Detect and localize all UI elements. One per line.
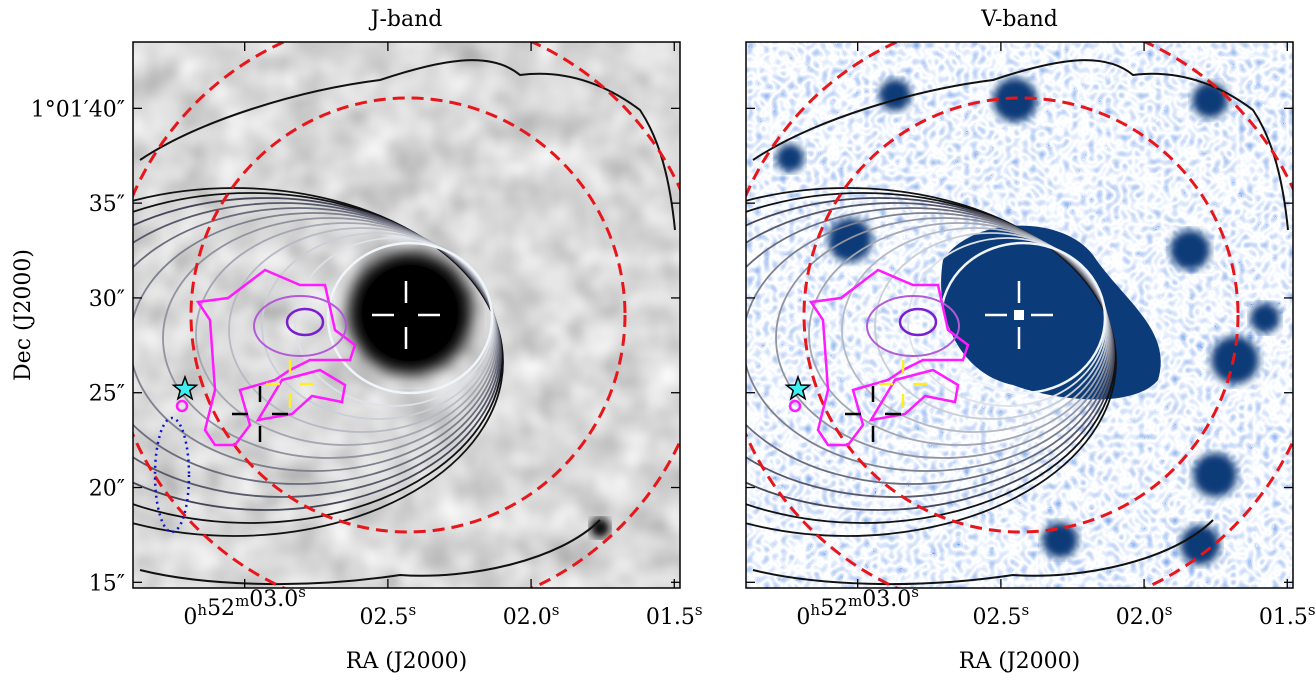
- y-tick-label: 20″: [89, 477, 125, 502]
- x-axis-label: RA (J2000): [346, 649, 467, 674]
- contour: [808, 222, 1110, 446]
- contour: [261, 232, 495, 420]
- contour: [228, 227, 496, 433]
- image: [746, 42, 1293, 588]
- y-tick-label: 30″: [89, 287, 125, 312]
- contour: [746, 192, 1116, 524]
- contour: [133, 212, 499, 472]
- aperture: [189, 96, 627, 534]
- x-tick-label: 0h52m03.0s: [796, 583, 919, 630]
- source: [590, 518, 610, 538]
- contour: [746, 212, 1112, 472]
- contour: [195, 222, 497, 446]
- y-tick-label: 15″: [89, 571, 125, 596]
- source: [1042, 522, 1078, 558]
- source: [879, 79, 911, 111]
- galaxy-core: [362, 265, 458, 361]
- x-tick-label: 01.5s: [646, 601, 703, 630]
- x-tick-label: 02.0s: [1116, 601, 1173, 630]
- contour-magenta: [808, 268, 970, 447]
- star-marker: [171, 374, 199, 401]
- source: [1192, 82, 1228, 118]
- crosshair: [1014, 310, 1024, 320]
- contour-magenta: [788, 399, 802, 413]
- source: [1180, 525, 1220, 565]
- contour: [133, 192, 503, 524]
- contour: [133, 187, 504, 537]
- plot-frame: [132, 41, 681, 589]
- contour: [746, 207, 1113, 485]
- contour: [133, 197, 502, 511]
- panel: J-band RA (J2000) Dec (J2000) 0h52m03.0s 02.…: [11, 7, 703, 674]
- contour-purple: [253, 295, 347, 357]
- region: [153, 416, 191, 534]
- contour-purple: [285, 307, 325, 337]
- x-axis-label: RA (J2000): [959, 649, 1080, 674]
- contour: [162, 217, 498, 459]
- contour-purple: [898, 307, 938, 337]
- contour: [139, 59, 676, 586]
- plot-frame: [745, 41, 1294, 589]
- panel-title: J-band: [369, 7, 443, 32]
- contour: [874, 232, 1108, 420]
- contour: [841, 227, 1109, 433]
- contour-magenta: [868, 368, 960, 422]
- contour: [746, 187, 1117, 537]
- source: [1211, 336, 1259, 384]
- source: [993, 78, 1037, 122]
- x-tick-label: 0h52m03.0s: [183, 583, 306, 630]
- contour-magenta: [255, 368, 347, 422]
- contour: [939, 241, 1107, 395]
- x-tick-label: 02.5s: [973, 601, 1030, 630]
- contour: [775, 217, 1111, 459]
- star-marker: [784, 374, 812, 401]
- contour: [133, 202, 501, 498]
- aperture: [802, 96, 1240, 534]
- contour-purple: [866, 295, 960, 357]
- y-axis-label: Dec (J2000): [11, 249, 36, 381]
- contour: [133, 207, 500, 485]
- x-tick-label: 02.5s: [360, 601, 417, 630]
- contour: [746, 202, 1114, 498]
- y-tick-label: 35″: [89, 192, 125, 217]
- y-tick-label: 25″: [89, 382, 125, 407]
- contour-magenta: [175, 399, 189, 413]
- panel: V-band RA (J2000) 0h52m03.0s 02.5s 02.0s 01.5…: [745, 7, 1316, 674]
- source: [1250, 303, 1280, 333]
- contour: [752, 59, 1289, 586]
- x-tick-label: 02.0s: [503, 601, 560, 630]
- y-tick-label: 1°01′40″: [31, 97, 125, 122]
- image: [133, 42, 680, 588]
- panel-title: V-band: [980, 7, 1058, 32]
- contour: [746, 197, 1115, 511]
- source: [776, 144, 804, 172]
- contour: [326, 241, 494, 395]
- x-tick-label: 01.5s: [1259, 601, 1316, 630]
- contour-magenta: [195, 268, 357, 447]
- source: [1193, 453, 1237, 497]
- source: [1170, 230, 1210, 270]
